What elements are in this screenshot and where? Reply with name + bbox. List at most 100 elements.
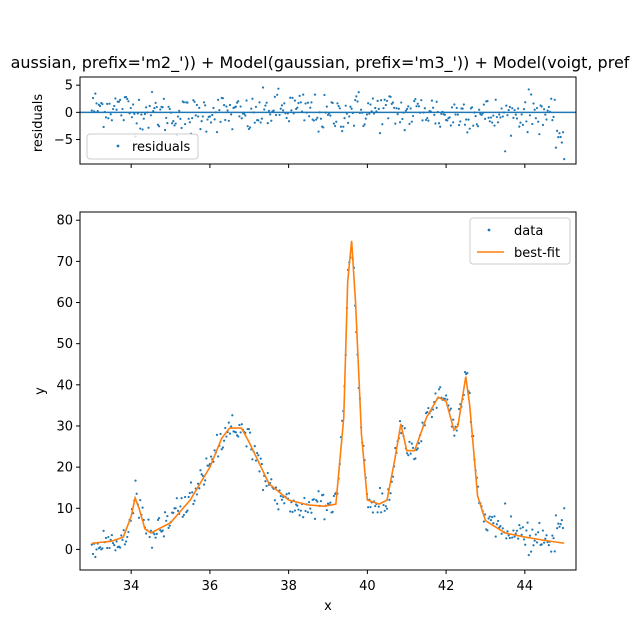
residual-point bbox=[540, 105, 543, 108]
residual-point bbox=[449, 124, 452, 127]
residual-point bbox=[149, 114, 152, 117]
data-point bbox=[557, 522, 560, 525]
residual-point bbox=[372, 112, 376, 115]
residual-point bbox=[213, 118, 216, 121]
residual-point bbox=[324, 111, 327, 114]
data-point bbox=[550, 550, 553, 553]
residual-point bbox=[124, 95, 128, 99]
residual-point bbox=[355, 95, 358, 98]
residual-point bbox=[559, 135, 562, 139]
data-point bbox=[247, 427, 250, 431]
residual-point bbox=[168, 107, 171, 111]
residual-point bbox=[204, 104, 207, 107]
data-point bbox=[416, 447, 419, 450]
residual-point bbox=[553, 98, 556, 101]
residual-point bbox=[363, 123, 366, 126]
data-point bbox=[264, 480, 267, 483]
residual-point bbox=[487, 116, 490, 119]
residuals-legend-marker bbox=[116, 144, 120, 148]
residual-point bbox=[397, 107, 400, 110]
data-point bbox=[491, 516, 494, 519]
residual-point bbox=[187, 117, 190, 120]
legend-data-label: data bbox=[514, 224, 543, 239]
residuals-y-tick-label: 5 bbox=[65, 79, 73, 94]
data-point bbox=[384, 505, 387, 508]
residual-point bbox=[246, 125, 249, 128]
residual-point bbox=[361, 111, 364, 114]
data-point bbox=[369, 505, 372, 509]
data-point bbox=[494, 535, 497, 538]
data-point bbox=[287, 492, 291, 495]
data-point bbox=[452, 418, 455, 421]
residual-point bbox=[117, 100, 121, 103]
data-point bbox=[254, 459, 258, 462]
residual-point bbox=[158, 125, 161, 128]
residual-point bbox=[501, 115, 504, 118]
residual-point bbox=[180, 126, 183, 130]
data-point bbox=[544, 537, 547, 540]
data-point bbox=[298, 514, 301, 517]
residual-point bbox=[205, 130, 208, 133]
residual-point bbox=[463, 123, 467, 126]
data-point bbox=[547, 543, 550, 547]
residual-point bbox=[163, 128, 167, 132]
figure-title: aussian, prefix='m2_')) + Model(gaussian… bbox=[11, 53, 630, 73]
data-point bbox=[304, 509, 307, 513]
residual-point bbox=[132, 103, 135, 106]
data-point bbox=[509, 515, 513, 518]
data-point bbox=[147, 518, 150, 521]
residuals-y-tick-label: 0 bbox=[65, 106, 73, 121]
data-point bbox=[150, 546, 154, 549]
main-y-tick-label: 30 bbox=[56, 419, 73, 434]
residual-point bbox=[548, 110, 552, 113]
data-point bbox=[315, 498, 318, 502]
residuals-legend-label: residuals bbox=[132, 140, 191, 155]
data-point bbox=[553, 550, 556, 553]
data-point bbox=[398, 419, 402, 423]
residual-point bbox=[450, 106, 454, 109]
data-point bbox=[310, 511, 313, 514]
residual-point bbox=[377, 107, 380, 110]
residual-point bbox=[176, 115, 180, 118]
data-point bbox=[385, 507, 389, 510]
residual-point bbox=[434, 122, 437, 125]
main-x-tick-label: 44 bbox=[517, 579, 534, 594]
residual-point bbox=[527, 88, 530, 91]
residual-point bbox=[121, 107, 124, 111]
residual-point bbox=[245, 99, 248, 102]
residual-point bbox=[391, 101, 395, 104]
data-point bbox=[280, 498, 284, 501]
residual-point bbox=[237, 100, 240, 103]
residual-point bbox=[411, 114, 415, 118]
residual-point bbox=[186, 101, 189, 104]
residual-point bbox=[133, 112, 136, 115]
data-point bbox=[257, 454, 260, 457]
residual-point bbox=[395, 107, 398, 110]
residual-point bbox=[522, 108, 526, 111]
main-y-ticks: 0 10 20 30 40 50 60 70 80 bbox=[56, 214, 80, 558]
data-point bbox=[493, 515, 496, 518]
residual-point bbox=[401, 117, 404, 121]
data-point bbox=[514, 532, 517, 535]
residual-point bbox=[156, 123, 160, 126]
residual-point bbox=[228, 103, 232, 107]
data-point bbox=[108, 546, 111, 550]
residual-point bbox=[96, 110, 99, 113]
residual-point bbox=[122, 119, 125, 122]
residual-point bbox=[545, 118, 548, 121]
residual-point bbox=[376, 99, 379, 102]
residual-point bbox=[287, 120, 291, 123]
residual-point bbox=[153, 107, 156, 110]
data-point bbox=[126, 535, 129, 539]
data-point bbox=[507, 534, 510, 537]
residual-point bbox=[462, 103, 465, 106]
residual-point bbox=[504, 150, 507, 153]
data-point bbox=[551, 534, 554, 537]
residual-point bbox=[441, 110, 444, 114]
residual-point bbox=[535, 106, 539, 110]
residual-point bbox=[341, 130, 344, 133]
data-point bbox=[409, 452, 412, 455]
main-y-tick-label: 10 bbox=[56, 502, 73, 517]
data-point bbox=[521, 526, 524, 529]
residual-point bbox=[308, 115, 311, 118]
